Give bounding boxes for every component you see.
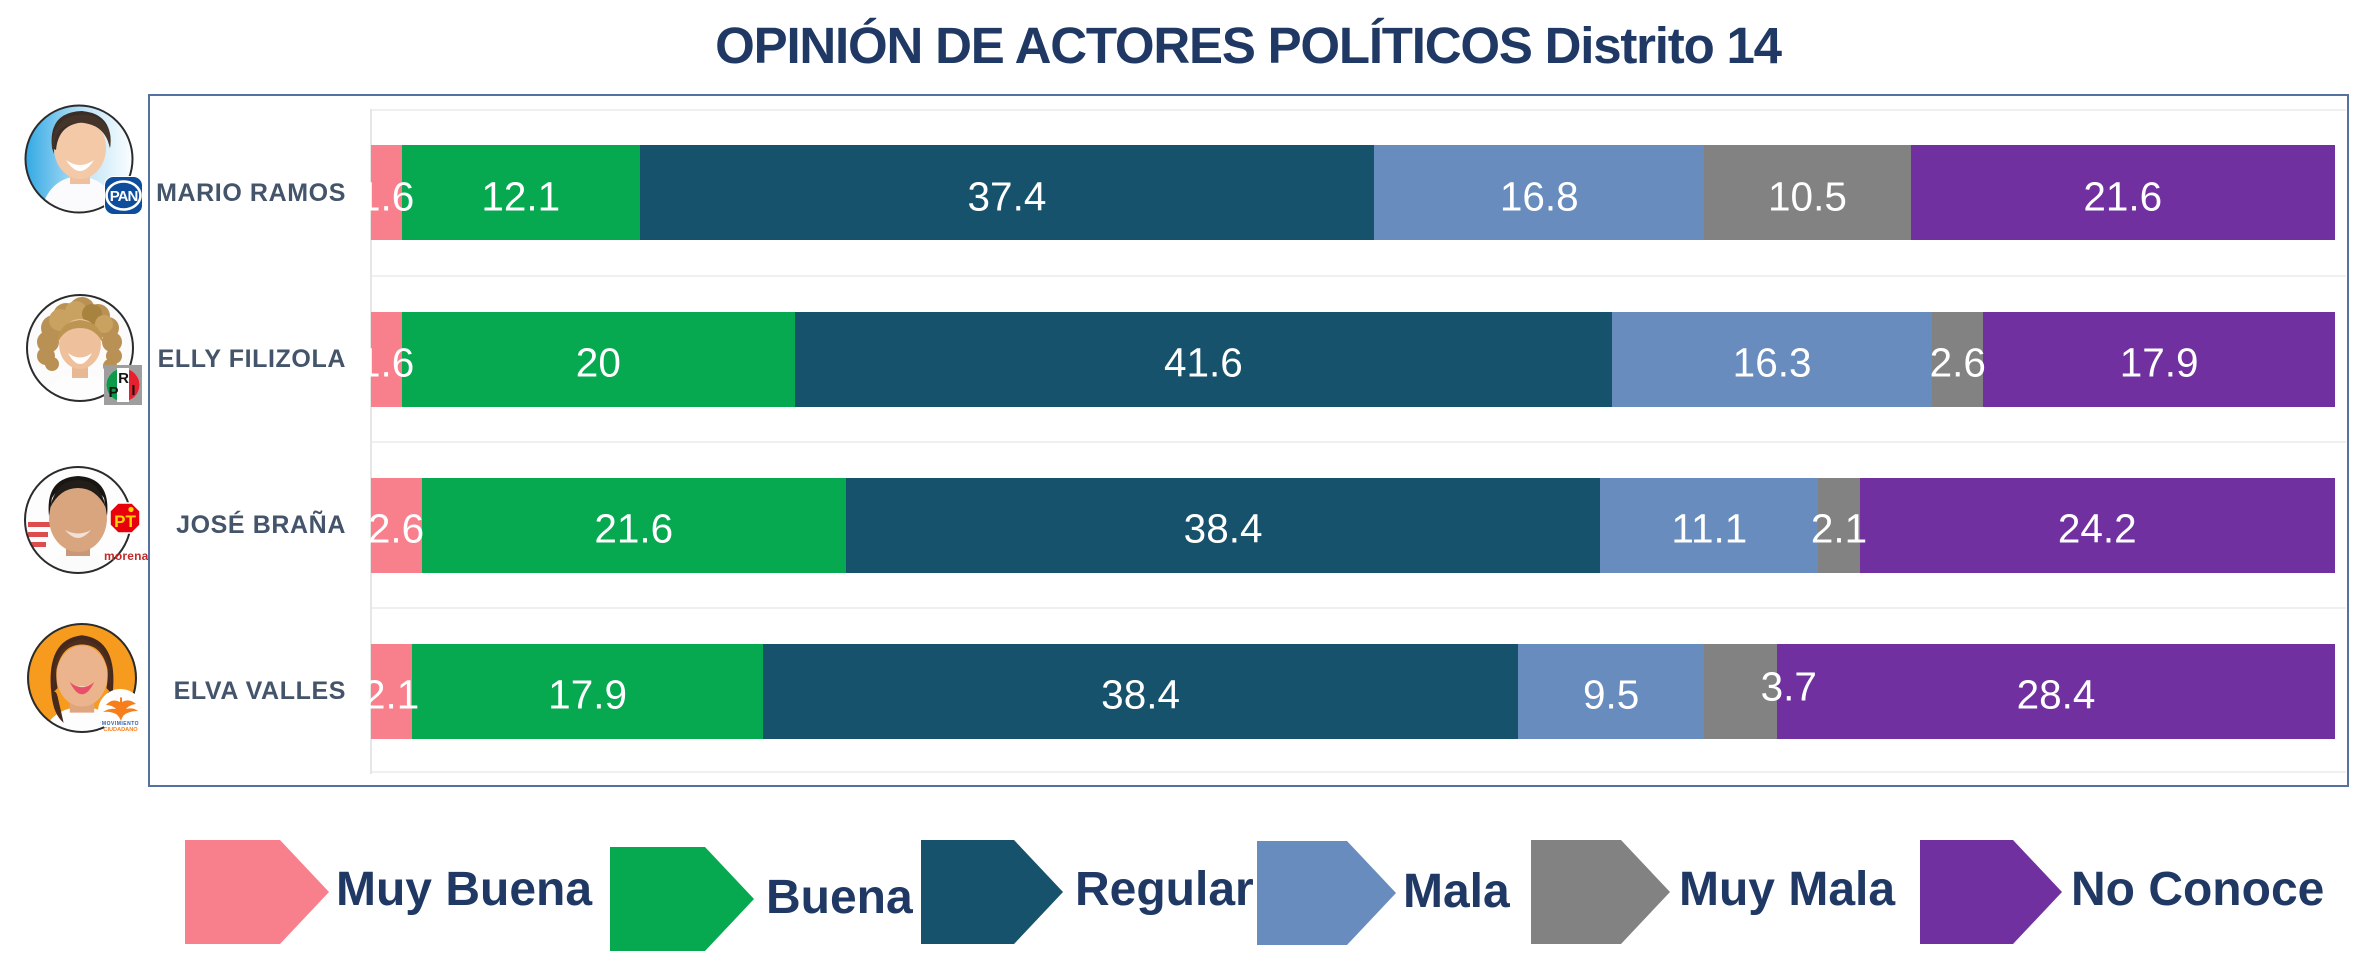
svg-text:P: P: [108, 384, 118, 401]
svg-text:MOVIMIENTO: MOVIMIENTO: [102, 721, 139, 727]
svg-text:PAN: PAN: [110, 188, 138, 205]
svg-text:CIUDADANO: CIUDADANO: [103, 727, 138, 733]
svg-text:PT: PT: [114, 512, 136, 531]
svg-text:I: I: [131, 382, 135, 399]
svg-text:R: R: [118, 370, 129, 387]
